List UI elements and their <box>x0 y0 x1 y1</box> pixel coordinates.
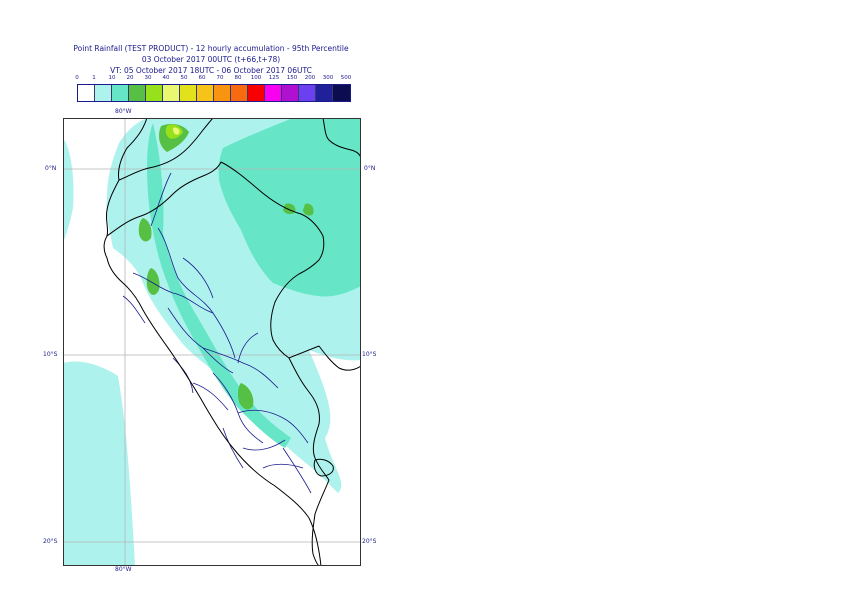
legend-swatch-13 <box>299 85 316 101</box>
extreme-rain-north <box>173 127 180 135</box>
legend-swatch-12 <box>282 85 299 101</box>
legend-label: 150 <box>286 75 298 81</box>
legend-label: 70 <box>216 75 224 81</box>
legend-swatch-11 <box>265 85 282 101</box>
peru-brazil-border <box>270 259 320 359</box>
legend-label: 0 <box>75 75 79 81</box>
brazil-bolivia-border <box>318 345 361 371</box>
legend-label: 80 <box>234 75 242 81</box>
lon-label-top: 80°W <box>115 108 132 115</box>
run-time-label: 03 October 2017 00UTC (t+66,t+78) <box>141 55 281 64</box>
admin-borders <box>122 172 312 494</box>
bolivia-chile-border <box>311 479 330 566</box>
lat-label-right-20s: 20°S <box>362 538 377 545</box>
legend-swatch-1 <box>95 85 112 101</box>
legend-label: 10 <box>108 75 116 81</box>
legend-label: 200 <box>304 75 316 81</box>
legend-label: 60 <box>198 75 206 81</box>
lake-titicaca <box>313 458 334 477</box>
legend-label: 300 <box>322 75 334 81</box>
lat-label-right-10s: 10°S <box>362 351 377 358</box>
coastline <box>103 118 322 566</box>
map-frame <box>63 118 361 566</box>
legend-label: 500 <box>340 75 352 81</box>
legend-swatch-5 <box>163 85 180 101</box>
legend-color-bar <box>77 84 351 102</box>
coastline-and-borders <box>103 118 361 566</box>
legend-swatch-14 <box>316 85 333 101</box>
ocean-rain-patch-northwest <box>63 138 74 242</box>
heavy-rain-spot-andes-2 <box>146 268 160 295</box>
legend-label: 40 <box>162 75 170 81</box>
map-title: Point Rainfall (TEST PRODUCT) - 12 hourl… <box>73 44 349 53</box>
legend-swatch-10 <box>248 85 265 101</box>
graticule <box>63 118 361 566</box>
rainfall-map <box>63 118 361 566</box>
heavy-rain-spot-andes-1 <box>138 218 152 242</box>
lon-label-bottom: 80°W <box>115 566 132 573</box>
legend-swatch-0 <box>78 85 95 101</box>
legend-swatch-3 <box>129 85 146 101</box>
lat-label-left-0: 0°N <box>45 165 57 172</box>
legend-label: 125 <box>268 75 280 81</box>
legend-threshold-labels: 0 1 10 20 30 40 50 60 70 80 100 125 150 … <box>68 75 358 84</box>
legend-swatch-7 <box>197 85 214 101</box>
andes-rain-band <box>147 123 291 448</box>
peru-colombia-border <box>220 161 325 261</box>
lat-label-left-10s: 10°S <box>43 351 58 358</box>
legend-swatch-8 <box>214 85 231 101</box>
lat-label-left-20s: 20°S <box>43 538 58 545</box>
legend-label: 1 <box>92 75 96 81</box>
legend-label: 30 <box>144 75 152 81</box>
lat-label-right-0: 0°N <box>364 165 376 172</box>
peru-ecuador-border <box>106 161 222 237</box>
legend-swatch-9 <box>231 85 248 101</box>
ocean-rain-patch-west <box>63 361 135 566</box>
legend-swatch-4 <box>146 85 163 101</box>
brazil-border-east <box>322 118 361 161</box>
legend-swatch-2 <box>112 85 129 101</box>
legend-label: 20 <box>126 75 134 81</box>
validity-time-label: VT: 05 October 2017 18UTC - 06 October 2… <box>110 66 312 75</box>
peru-bolivia-border <box>288 357 330 481</box>
heavy-rain-spot-east-2 <box>303 203 314 216</box>
legend-swatch-6 <box>180 85 197 101</box>
legend-label: 100 <box>250 75 262 81</box>
legend-swatch-15 <box>333 85 350 101</box>
ecuador-colombia-border <box>118 118 214 181</box>
heavy-rain-spot-south <box>237 383 254 410</box>
legend-label: 50 <box>180 75 188 81</box>
